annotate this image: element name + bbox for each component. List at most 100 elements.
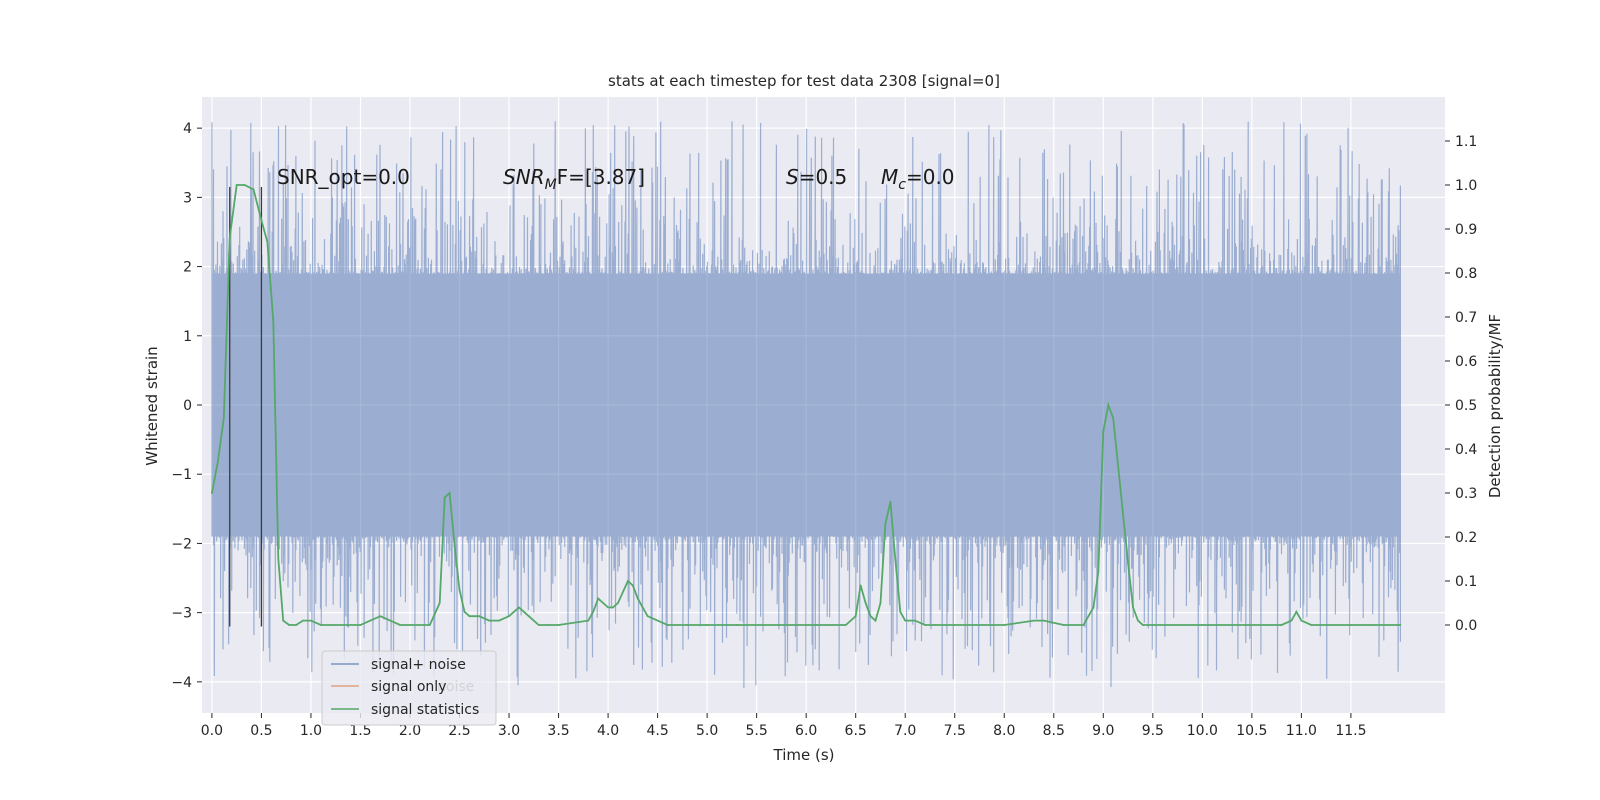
legend-label-noise: signal+ noise (371, 657, 466, 673)
y-right-tick-label: 0.0 (1455, 618, 1477, 634)
stats-point (899, 610, 902, 613)
x-tick-label: 6.5 (845, 723, 867, 739)
x-tick-label: 3.0 (498, 723, 520, 739)
x-tick-label: 10.0 (1187, 723, 1218, 739)
stats-point (478, 615, 481, 618)
stats-point (359, 624, 362, 626)
stats-point (646, 615, 649, 618)
stats-point (319, 624, 322, 626)
y-right-axis-ticks: 0.0 0.1 0.2 0.3 0.4 0.5 0.6 0.7 0.8 0.9 1.0 1.1 (1445, 134, 1477, 634)
legend-box (321, 650, 497, 726)
stats-point (222, 417, 225, 420)
legend: noise signal+ noise signal only signal s… (321, 650, 497, 726)
stats-point (266, 241, 269, 244)
stats-point (295, 624, 297, 626)
x-tick-label: 10.5 (1236, 723, 1267, 739)
stats-point (1142, 624, 1144, 626)
snr-mf-symbol: SNR (503, 165, 545, 189)
stats-point (626, 580, 629, 582)
stats-point (1003, 624, 1006, 626)
stats-point (656, 619, 659, 622)
stats-point (1097, 571, 1100, 574)
stats-point (1117, 465, 1120, 468)
stats-point (379, 615, 382, 618)
stats-point (488, 619, 491, 622)
x-axis-ticks: 0.0 0.5 1.0 1.5 2.0 2.5 3.0 3.5 4.0 4.5 5.0 5.5 6.0 6… (201, 713, 1366, 739)
stats-point (282, 619, 285, 622)
stats-point (211, 492, 213, 494)
stats-point (1137, 619, 1139, 622)
stats-point (909, 619, 912, 622)
stats-point (1112, 417, 1115, 420)
stats-point (235, 184, 238, 186)
stats-point (641, 606, 644, 609)
stats-point (453, 544, 456, 547)
x-tick-label: 3.5 (547, 723, 569, 739)
y-right-tick-label: 0.3 (1455, 486, 1477, 502)
stats-point (443, 496, 446, 499)
stats-point (547, 624, 550, 626)
stats-point (904, 619, 907, 622)
stats-point (399, 624, 401, 626)
x-tick-label: 9.5 (1142, 723, 1164, 739)
x-tick-label: 0.5 (250, 723, 272, 739)
stats-point (448, 492, 451, 494)
x-tick-label: 1.0 (300, 723, 322, 739)
x-tick-label: 6.0 (795, 723, 817, 739)
s-annotation: S=0.5 (786, 165, 847, 189)
stats-point (844, 624, 847, 626)
stats-point (216, 461, 219, 464)
x-tick-label: 4.5 (646, 723, 668, 739)
y-right-tick-label: 0.5 (1455, 398, 1477, 414)
stats-point (859, 584, 862, 587)
s-symbol: S (786, 165, 799, 189)
y-right-tick-label: 1.1 (1455, 134, 1477, 150)
stats-point (369, 619, 372, 622)
x-tick-label: 0.0 (201, 723, 223, 739)
stats-point (522, 610, 525, 613)
x-tick-label: 1.5 (349, 723, 371, 739)
stats-point (592, 610, 595, 613)
mc-annotation: Mc=0.0 (881, 165, 955, 193)
stats-point (329, 624, 332, 626)
stats-point (1042, 619, 1045, 622)
y-right-tick-label: 0.1 (1455, 574, 1477, 590)
stats-point (1399, 624, 1402, 626)
y-right-axis-label: Detection probability/MF (1486, 314, 1504, 498)
stats-point (815, 624, 817, 626)
stats-point (1033, 619, 1035, 622)
stats-point (1107, 404, 1110, 406)
stats-point (1310, 624, 1313, 626)
y-tick-label: −2 (171, 536, 192, 552)
stats-point (953, 624, 956, 626)
legend-label-stats: signal statistics (371, 702, 479, 718)
stats-point (1151, 624, 1154, 626)
stats-point (735, 624, 738, 626)
x-tick-label: 2.5 (448, 723, 470, 739)
chart-title: stats at each timestep for test data 230… (608, 72, 1000, 90)
stats-point (825, 624, 827, 626)
stats-point (1132, 606, 1134, 609)
snr-mf-subscript: M (545, 177, 557, 193)
mc-symbol: M (881, 165, 898, 189)
s-value: =0.5 (799, 165, 848, 189)
snr-mf-annotation: SNRMF=[3.87] (503, 165, 645, 193)
stats-point (277, 558, 280, 560)
stats-point (894, 558, 897, 560)
stats-point (310, 619, 312, 622)
stats-point (272, 320, 275, 323)
stats-point (864, 602, 867, 604)
legend-label-signal: signal only (371, 679, 446, 695)
stats-point (409, 624, 411, 626)
x-tick-label: 2.0 (399, 723, 421, 739)
strain-line (211, 121, 1401, 689)
stats-point (869, 615, 872, 618)
stats-point (228, 236, 231, 239)
mc-value: =0.0 (906, 165, 955, 189)
stats-point (636, 597, 639, 600)
x-tick-label: 11.0 (1286, 723, 1317, 739)
y-right-tick-label: 0.7 (1455, 310, 1477, 326)
stats-point (934, 624, 936, 626)
stats-point (607, 606, 609, 609)
stats-point (508, 615, 510, 618)
